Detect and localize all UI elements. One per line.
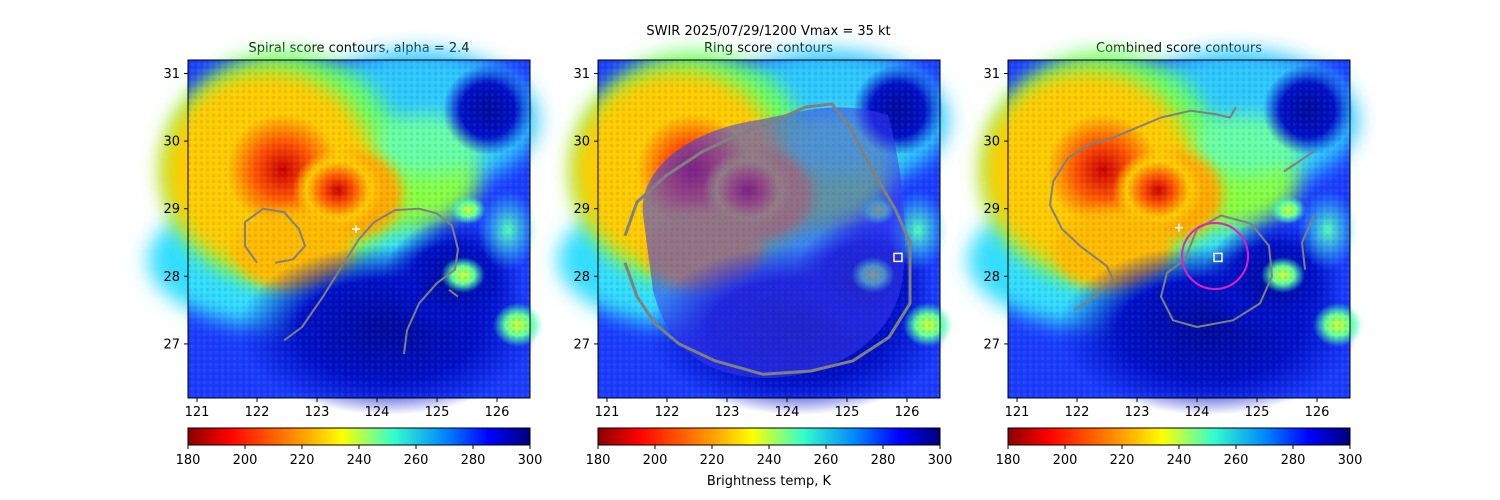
heatmap-image (968, 50, 1363, 415)
y-tick-label: 27 (983, 337, 1000, 352)
heatmap-image (148, 50, 543, 415)
colorbar-tick-label: 200 (643, 453, 668, 468)
panel-spiral: Spiral score contours, alpha = 2.4 121 12… (148, 41, 543, 468)
contour-line (1301, 215, 1315, 270)
x-tick-label: 122 (245, 405, 270, 420)
contour-overlay (244, 207, 459, 355)
x-tick-label: 124 (1185, 405, 1210, 420)
x-tick-label: 123 (715, 405, 740, 420)
x-tick-label: 124 (365, 405, 390, 420)
contour-line (1160, 214, 1273, 328)
x-tick-label: 121 (595, 405, 620, 420)
y-tick-label: 29 (163, 202, 180, 217)
contour-line (283, 207, 459, 355)
figure-suptitle: SWIR 2025/07/29/1200 Vmax = 35 kt (646, 24, 890, 39)
y-tick-label: 31 (573, 67, 590, 82)
contour-line (623, 102, 912, 376)
colorbar-tick-label: 180 (586, 453, 611, 468)
center-plus-marker (352, 225, 360, 233)
contour-line (1049, 106, 1237, 311)
x-tick-label: 123 (1125, 405, 1150, 420)
colorbar-tick-label: 220 (1110, 453, 1135, 468)
panel-combined: Combined score contours 121 122 123 124 125 1… (968, 41, 1363, 468)
colorbar-tick-label: 300 (1338, 453, 1363, 468)
x-tick-label: 124 (775, 405, 800, 420)
plot-frame (187, 59, 531, 399)
colorbar-tick-label: 200 (233, 453, 258, 468)
colorbar-tick-label: 260 (404, 453, 429, 468)
colorbar-tick-label: 280 (871, 453, 896, 468)
colorbar-tick-label: 220 (700, 453, 725, 468)
axes: 121 122 123 124 125 126 27 28 29 30 31 (573, 67, 919, 420)
colorbar-tick-label: 180 (996, 453, 1021, 468)
colorbar-tick-label: 200 (1053, 453, 1078, 468)
y-tick-label: 27 (573, 337, 590, 352)
center-square-marker (1213, 252, 1223, 263)
x-tick-label: 125 (1245, 405, 1270, 420)
colorbar-tick-label: 260 (814, 453, 839, 468)
colorbar-tick-label: 180 (176, 453, 201, 468)
x-tick-label: 122 (1065, 405, 1090, 420)
panel-ring: Ring score contours 121 122 123 124 125 12627… (558, 41, 953, 489)
colorbar: 180 200 220 240 260 280 300 (176, 427, 543, 468)
colorbar-tick-label: 300 (928, 453, 953, 468)
y-tick-label: 27 (163, 337, 180, 352)
contour-overlay (1049, 106, 1315, 328)
y-tick-label: 31 (163, 67, 180, 82)
colorbar-tick-label: 280 (1281, 453, 1306, 468)
y-tick-label: 31 (983, 67, 1000, 82)
plot-frame (597, 59, 941, 399)
contour-line (244, 207, 306, 264)
ring-circle (1181, 222, 1249, 291)
colorbar-ticks: 180 200 220 240 260 280 300 (176, 445, 543, 468)
y-tick-label: 29 (983, 202, 1000, 217)
colorbar: 180 200 220 240 260 280 300 (996, 427, 1363, 468)
x-tick-label: 126 (1305, 405, 1330, 420)
x-tick-label: 123 (305, 405, 330, 420)
colorbar-gradient (1007, 427, 1351, 446)
colorbar-tick-label: 240 (1167, 453, 1192, 468)
center-plus-marker (1175, 223, 1183, 232)
colorbar-gradient (187, 427, 531, 446)
colorbar-tick-label: 220 (290, 453, 315, 468)
colorbar-label: Brightness temp, K (707, 474, 832, 489)
x-tick-label: 121 (1005, 405, 1030, 420)
y-tick-label: 28 (573, 270, 590, 285)
axes: 121 122 123 124 125 126 27 28 29 30 31 (983, 67, 1329, 420)
axes: 121 122 123 124 125 126 27 28 29 30 31 (163, 67, 509, 420)
contour-overlay (623, 102, 912, 376)
x-tick-label: 125 (835, 405, 860, 420)
colorbar-ticks: 180 200 220 240 260 280 300 (996, 445, 1363, 468)
y-tick-label: 30 (573, 135, 590, 150)
colorbar-tick-label: 300 (518, 453, 543, 468)
y-tick-label: 29 (573, 202, 590, 217)
y-tick-label: 30 (163, 135, 180, 150)
plot-frame (1007, 59, 1351, 399)
colorbar-tick-label: 240 (347, 453, 372, 468)
colorbar-tick-label: 280 (461, 453, 486, 468)
x-tick-label: 126 (895, 405, 920, 420)
colorbar-ticks: 180 200 220 240 260 280 300 (586, 445, 953, 468)
center-square-marker (893, 252, 903, 263)
y-tick-label: 30 (983, 135, 1000, 150)
colorbar-tick-label: 260 (1224, 453, 1249, 468)
heatmap-image (558, 50, 953, 415)
x-tick-label: 125 (425, 405, 450, 420)
y-tick-label: 28 (163, 270, 180, 285)
contour-line (1283, 150, 1315, 173)
colorbar-gradient (597, 427, 941, 446)
x-tick-label: 126 (485, 405, 510, 420)
colorbar: 180 200 220 240 260 280 300 (586, 427, 953, 468)
y-tick-label: 28 (983, 270, 1000, 285)
x-tick-label: 121 (185, 405, 210, 420)
contour-line (448, 289, 459, 298)
colorbar-tick-label: 240 (757, 453, 782, 468)
x-tick-label: 122 (655, 405, 680, 420)
